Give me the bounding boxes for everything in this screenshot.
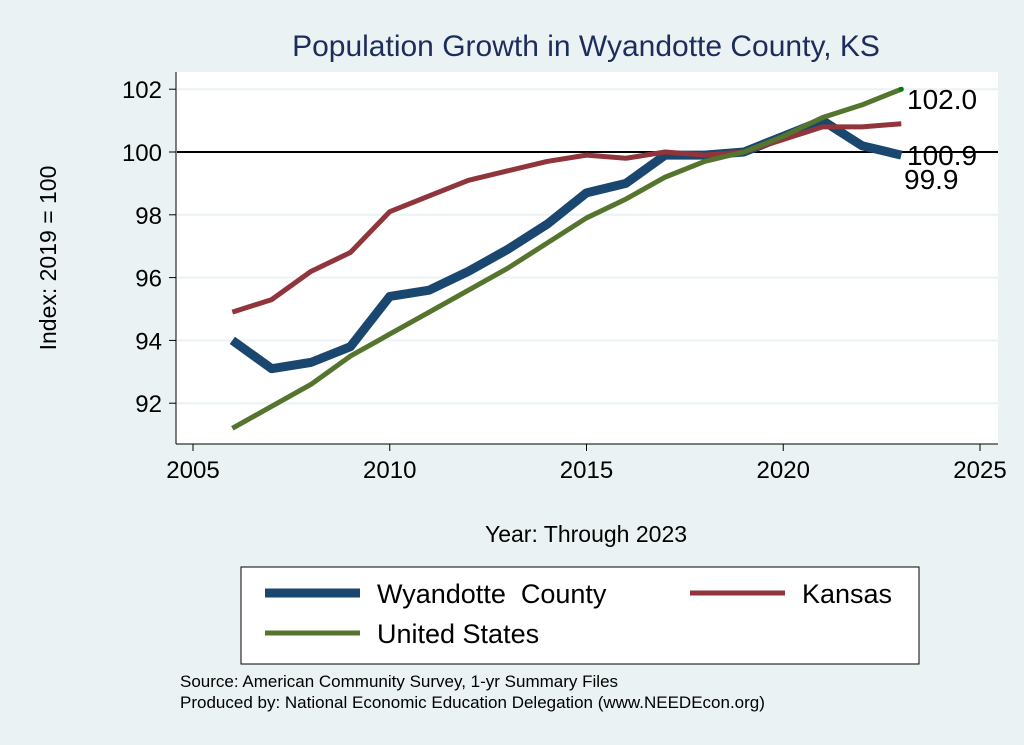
produced-note: Produced by: National Economic Education… (180, 693, 765, 712)
y-tick-label: 100 (122, 140, 162, 167)
y-tick-label: 96 (135, 266, 162, 293)
legend-label: United States (377, 619, 539, 649)
legend-label: Wyandotte County (377, 579, 607, 609)
y-tick-label: 102 (122, 77, 162, 104)
legend-label: Kansas (802, 579, 892, 609)
legend: Wyandotte County Kansas United States (240, 566, 920, 665)
source-note: Source: American Community Survey, 1-yr … (180, 672, 618, 691)
y-tick-label: 94 (135, 328, 162, 355)
end-label: 102.0 (907, 84, 977, 115)
x-tick-label: 2005 (166, 457, 219, 484)
x-tick-label: 2025 (953, 457, 1006, 484)
series-line-2 (231, 86, 903, 431)
x-tick-label: 2010 (363, 457, 416, 484)
x-axis-label: Year: Through 2023 (485, 521, 687, 547)
y-axis-label: Index: 2019 = 100 (35, 166, 61, 351)
y-tick-label: 92 (135, 391, 162, 418)
end-point-marker (898, 86, 904, 92)
x-tick-label: 2020 (757, 457, 810, 484)
end-label: 100.9 (907, 140, 977, 171)
chart-title: Population Growth in Wyandotte County, K… (292, 30, 880, 63)
x-tick-label: 2015 (560, 457, 613, 484)
y-tick-label: 98 (135, 203, 162, 230)
series-line-1 (231, 121, 902, 315)
end-label: 99.9 (904, 164, 959, 195)
